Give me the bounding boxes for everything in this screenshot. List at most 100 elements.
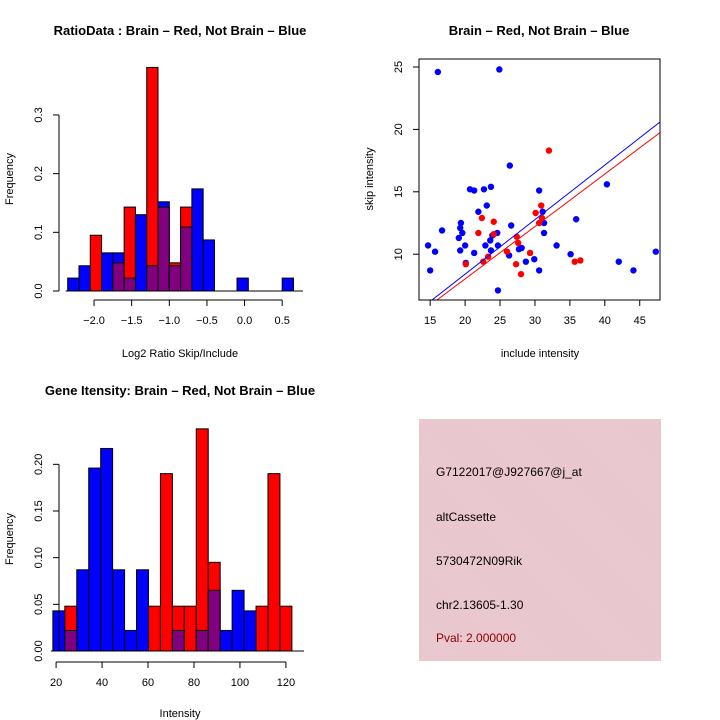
scatter-point-not-brain bbox=[434, 68, 442, 76]
scatter-point-not-brain bbox=[553, 242, 560, 249]
scatter-point-not-brain bbox=[494, 287, 502, 294]
scatter-point-brain bbox=[480, 258, 487, 265]
ratio-histogram: RatioData : Brain – Red, Not Brain – Blu… bbox=[4, 23, 306, 360]
ratio-bar-overlap bbox=[123, 277, 136, 292]
gene-bar-not-brain bbox=[76, 569, 90, 652]
scatter-x-tick-label: 20 bbox=[459, 315, 471, 327]
scatter-point-not-brain bbox=[496, 66, 503, 73]
scatter-point-not-brain bbox=[457, 247, 464, 254]
ratio-histogram-ylabel: Frequency bbox=[4, 153, 16, 205]
scatter-title: Brain – Red, Not Brain – Blue bbox=[449, 23, 630, 38]
ratio-y-tick-label: 0.0 bbox=[33, 283, 45, 298]
scatter-point-not-brain bbox=[539, 208, 546, 215]
gene-x-tick-label: 40 bbox=[96, 677, 108, 689]
scatter-y-tick-label: 20 bbox=[393, 123, 405, 135]
ratio-bar-not-brain bbox=[202, 239, 215, 292]
gene-bar-not-brain bbox=[219, 629, 233, 652]
gene-x-tick-label: 80 bbox=[188, 677, 200, 689]
scatter-y-tick-label: 25 bbox=[393, 61, 405, 73]
gene-bar-not-brain bbox=[112, 569, 126, 652]
scatter-point-not-brain bbox=[470, 249, 478, 257]
scatter-point-brain bbox=[532, 209, 539, 217]
ratio-y-tick-label: 0.1 bbox=[33, 225, 45, 240]
scatter-fit-line-brain bbox=[436, 132, 660, 300]
ratio-bar-not-brain bbox=[67, 277, 80, 292]
scatter-point-not-brain bbox=[531, 255, 538, 263]
scatter-point-not-brain bbox=[480, 186, 488, 193]
scatter-point-brain bbox=[545, 147, 553, 154]
scatter-point-not-brain bbox=[522, 258, 530, 265]
ratio-histogram-xlabel: Log2 Ratio Skip/Include bbox=[122, 348, 238, 360]
ratio-x-tick-label: 0.5 bbox=[275, 315, 290, 327]
gene-bar-not-brain bbox=[88, 467, 102, 652]
gene-y-tick-label: 0.00 bbox=[33, 640, 45, 661]
scatter-point-brain bbox=[514, 239, 522, 247]
gene-bar-brain bbox=[195, 428, 209, 652]
scatter-point-brain bbox=[526, 249, 534, 257]
ratio-bar-overlap bbox=[180, 226, 193, 292]
scatter-x-tick-label: 45 bbox=[634, 315, 646, 327]
scatter-point-brain bbox=[538, 202, 545, 209]
scatter-point-brain bbox=[462, 260, 470, 268]
scatter-point-not-brain bbox=[540, 229, 548, 237]
ratio-y-tick-label: 0.2 bbox=[33, 166, 45, 181]
gene-histogram-ylabel: Frequency bbox=[4, 513, 16, 565]
scatter-point-not-brain bbox=[487, 247, 495, 254]
ratio-bar-not-brain bbox=[78, 265, 91, 292]
gene-histogram-title: Gene Itensity: Brain – Red, Not Brain – … bbox=[45, 383, 315, 398]
scatter-point-not-brain bbox=[535, 187, 543, 194]
scatter-point-brain bbox=[577, 257, 584, 264]
scatter-plot: Brain – Red, Not Brain – Blue include in… bbox=[364, 23, 661, 360]
scatter-plot-box bbox=[418, 58, 661, 301]
scatter-point-not-brain bbox=[482, 242, 489, 249]
scatter-x-tick-label: 40 bbox=[599, 315, 611, 327]
gene-bar-not-brain bbox=[124, 629, 138, 652]
gene-bar-brain bbox=[255, 605, 269, 652]
scatter-point-not-brain bbox=[603, 181, 611, 188]
ratio-bar-not-brain bbox=[101, 252, 114, 292]
ratio-y-tick-label: 0.3 bbox=[33, 107, 45, 122]
gene-x-tick-label: 120 bbox=[277, 677, 295, 689]
scatter-point-brain bbox=[571, 258, 578, 265]
gene-bar-brain bbox=[279, 605, 293, 652]
gene-x-tick-label: 60 bbox=[142, 677, 154, 689]
gene-y-tick-label: 0.20 bbox=[33, 454, 45, 475]
gene-bar-not-brain bbox=[100, 447, 114, 652]
probe-id: G7122017@J927667@j_at bbox=[436, 465, 582, 479]
scatter-x-tick-label: 25 bbox=[494, 315, 506, 327]
scatter-point-brain bbox=[490, 218, 497, 225]
ratio-bar-overlap bbox=[112, 262, 125, 292]
gene-bar-brain bbox=[159, 473, 173, 652]
gene-y-tick-label: 0.10 bbox=[33, 547, 45, 568]
gene-bar-not-brain bbox=[243, 610, 257, 652]
scatter-point-not-brain bbox=[630, 267, 637, 274]
ratio-histogram-title: RatioData : Brain – Red, Not Brain – Blu… bbox=[54, 23, 307, 38]
scatter-point-brain bbox=[478, 214, 486, 222]
scatter-point-not-brain bbox=[483, 202, 490, 209]
chromosome-location: chr2.13605-1.30 bbox=[436, 598, 524, 612]
ratio-x-tick-label: −1.5 bbox=[121, 315, 143, 327]
ratio-bar-brain bbox=[89, 234, 103, 292]
scatter-point-not-brain bbox=[457, 224, 464, 232]
scatter-x-tick-label: 35 bbox=[564, 315, 576, 327]
gene-bar-not-brain bbox=[231, 589, 245, 652]
ratio-bar-overlap bbox=[157, 206, 170, 292]
scatter-point-not-brain bbox=[470, 187, 478, 194]
gene-bar-overlap bbox=[195, 629, 209, 652]
info-panel: G7122017@J927667@j_at altCassette 573047… bbox=[419, 419, 661, 661]
scatter-point-brain bbox=[490, 231, 497, 238]
ratio-x-tick-label: −1.0 bbox=[158, 315, 180, 327]
gene-bar-overlap bbox=[64, 629, 78, 652]
scatter-point-not-brain bbox=[487, 237, 494, 244]
gene-histogram-xlabel: Intensity bbox=[160, 708, 201, 720]
scatter-x-tick-label: 15 bbox=[424, 315, 436, 327]
pval-text: Pval: 2.000000 bbox=[436, 631, 517, 645]
scatter-point-brain bbox=[503, 248, 511, 255]
scatter-point-not-brain bbox=[475, 208, 482, 215]
scatter-point-not-brain bbox=[426, 267, 434, 274]
scatter-y-tick-label: 10 bbox=[393, 248, 405, 260]
scatter-point-not-brain bbox=[535, 267, 543, 274]
scatter-point-not-brain bbox=[459, 229, 466, 237]
scatter-point-not-brain bbox=[431, 248, 439, 255]
gene-histogram: Gene Itensity: Brain – Red, Not Brain – … bbox=[4, 383, 315, 720]
